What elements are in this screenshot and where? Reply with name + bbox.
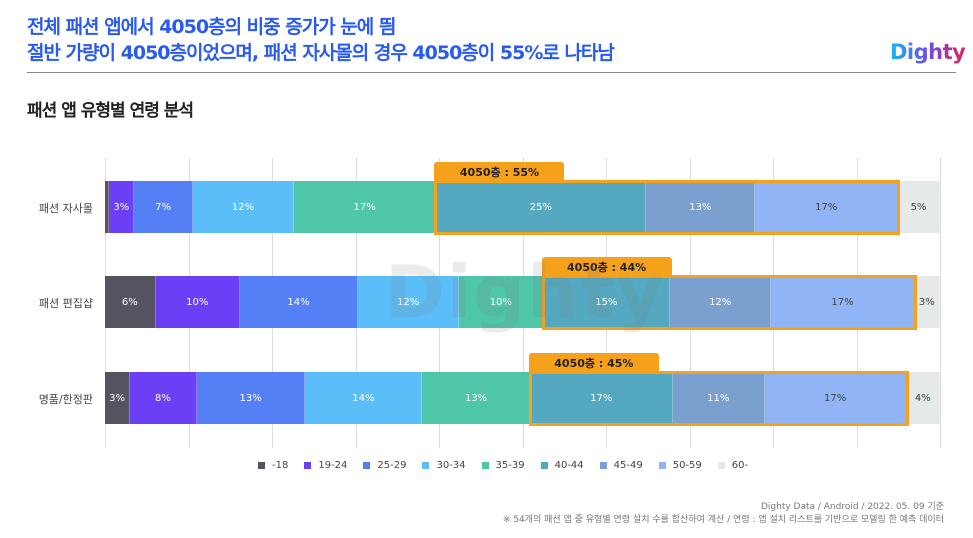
source-text: Dighty Data / Android / 2022. 05. 09 기준 (760, 502, 944, 512)
bar-segment-25-29: 13% (196, 372, 306, 424)
legend-swatch (258, 462, 265, 469)
legend-label: 25-29 (377, 460, 407, 471)
bar-segment-25-29: 7% (134, 181, 194, 233)
legend-label: 30-34 (436, 460, 466, 471)
bar-segment-35-39: 10% (459, 276, 544, 328)
4050-annotation-label: 4050층 : 55% (434, 162, 565, 181)
bar-segment--18: 6% (105, 276, 156, 328)
legend-item: 40-44 (540, 460, 584, 471)
bar-segment-40-44: 17% (530, 372, 673, 424)
legend-swatch (363, 462, 371, 469)
bar-segment-40-44: 25% (436, 181, 647, 233)
legend-item: 45-49 (599, 460, 643, 471)
legend-label: 35-39 (495, 460, 525, 471)
bar-segment-35-39: 13% (422, 372, 531, 424)
bar-segment-19-24: 10% (155, 276, 240, 328)
legend-item: 50-59 (658, 460, 702, 471)
legend-label: 60- (731, 460, 749, 471)
bar-segment-45-49: 12% (670, 276, 772, 328)
bar-segment-60-: 4% (906, 372, 940, 424)
legend-swatch (540, 462, 548, 469)
legend-swatch (658, 462, 666, 469)
category-label: 패션 편집샵 (38, 297, 93, 310)
headline-line1: 전체 패션 앱에서 4050층의 비중 증가가 눈에 띔 (27, 16, 396, 38)
bar-segment-50-59: 17% (771, 276, 915, 328)
bar-segment-35-39: 17% (293, 181, 437, 233)
bar-segment-45-49: 13% (646, 181, 756, 233)
bar-segment-30-34: 12% (358, 276, 460, 328)
legend-item: 19-24 (304, 460, 347, 471)
bar-segment--18: 3% (105, 372, 131, 424)
legend-swatch (422, 462, 430, 469)
divider (27, 72, 956, 73)
legend-swatch (599, 462, 607, 469)
4050-annotation-label: 4050층 : 44% (541, 257, 672, 276)
legend-item: 35-39 (481, 460, 525, 471)
legend-item: 25-29 (363, 460, 406, 471)
bar-segment-30-34: 14% (305, 372, 423, 424)
legend-item: 30-34 (422, 460, 466, 471)
legend-label: -18 (272, 460, 289, 471)
bar-segment-50-59: 17% (755, 181, 899, 233)
bar-segment-50-59: 17% (764, 372, 907, 424)
4050-highlight-box (541, 275, 917, 330)
legend-item: -18 (258, 460, 288, 471)
bar-segment-45-49: 11% (672, 372, 765, 424)
legend-label: 50-59 (672, 460, 702, 471)
legend-swatch (717, 462, 725, 469)
legend-label: 40-44 (554, 460, 584, 471)
chart-title: 패션 앱 유형별 연령 분석 (27, 101, 194, 121)
legend-label: 19-24 (318, 460, 348, 471)
4050-highlight-box (528, 371, 909, 426)
legend-swatch (304, 462, 312, 469)
bar-segment-40-44: 15% (543, 276, 671, 328)
bar-segment-19-24: 3% (109, 181, 135, 233)
bar-segment-60-: 5% (898, 181, 940, 233)
bar-segment-60-: 3% (914, 276, 940, 328)
4050-highlight-box (434, 180, 901, 235)
bar-segment-30-34: 12% (193, 181, 294, 233)
4050-annotation-label: 4050층 : 45% (528, 353, 659, 372)
legend-label: 45-49 (613, 460, 643, 471)
dighty-logo: Dighty (890, 40, 966, 64)
footnote: ※ 54개의 패션 앱 중 유형별 연령 설치 수를 합산하여 계산 / 연령 … (502, 515, 944, 525)
gridline (940, 158, 941, 448)
category-label: 패션 자사몰 (38, 202, 93, 215)
bar-segment-25-29: 14% (239, 276, 359, 328)
legend-item: 60- (717, 460, 749, 471)
bar-segment-19-24: 8% (130, 372, 197, 424)
headline-line2: 절반 가량이 4050층이었으며, 패션 자사몰의 경우 4050층이 55%로… (27, 42, 615, 64)
category-label: 명품/한정판 (38, 393, 93, 406)
legend-swatch (481, 462, 489, 469)
legend: -18 19-24 25-29 30-34 35-39 40-44 45-49 50-59 60… (258, 460, 764, 471)
bar-segment--18 (105, 181, 110, 233)
watermark: Dighty (385, 250, 666, 334)
